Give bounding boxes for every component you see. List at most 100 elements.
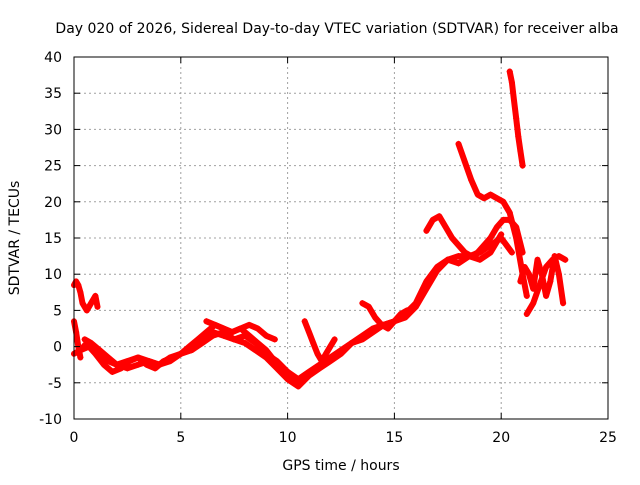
data-point bbox=[338, 347, 344, 354]
data-point bbox=[169, 354, 176, 361]
y-tick-label: 15 bbox=[44, 231, 62, 247]
data-point bbox=[560, 300, 567, 307]
data-point bbox=[372, 314, 379, 321]
data-point bbox=[254, 325, 261, 332]
data-point bbox=[455, 253, 462, 260]
data-point bbox=[500, 216, 507, 223]
data-point bbox=[543, 292, 550, 299]
data-point bbox=[105, 354, 112, 361]
data-point bbox=[481, 242, 488, 249]
data-point bbox=[359, 300, 366, 307]
data-point bbox=[117, 365, 124, 372]
data-point bbox=[530, 300, 537, 307]
data-point bbox=[500, 198, 507, 205]
data-point bbox=[404, 307, 411, 314]
data-point bbox=[331, 336, 338, 343]
y-tick-label: 5 bbox=[53, 303, 62, 319]
data-point bbox=[186, 343, 193, 350]
data-point bbox=[263, 347, 270, 354]
data-point bbox=[88, 300, 95, 307]
data-point bbox=[231, 336, 238, 343]
data-point bbox=[506, 209, 513, 216]
data-point bbox=[487, 191, 494, 198]
data-point bbox=[160, 358, 167, 365]
data-point bbox=[83, 307, 90, 314]
series-arc-9 bbox=[301, 318, 338, 365]
data-point bbox=[523, 292, 530, 299]
data-point bbox=[543, 263, 550, 270]
data-point bbox=[305, 368, 312, 375]
data-point bbox=[323, 350, 330, 357]
data-point bbox=[252, 347, 259, 354]
data-point bbox=[284, 376, 291, 383]
series-arc-13 bbox=[71, 318, 84, 361]
data-point bbox=[263, 332, 270, 339]
data-point bbox=[77, 289, 84, 296]
data-point bbox=[423, 285, 430, 292]
data-point bbox=[397, 311, 404, 318]
data-point bbox=[100, 361, 107, 368]
data-point bbox=[513, 115, 520, 122]
data-point bbox=[301, 318, 308, 325]
data-point bbox=[220, 332, 227, 339]
data-point bbox=[549, 256, 556, 263]
data-point bbox=[92, 350, 99, 357]
data-point bbox=[468, 177, 475, 184]
data-point bbox=[109, 368, 116, 375]
data-point bbox=[365, 303, 372, 310]
data-point bbox=[135, 354, 142, 361]
data-point bbox=[517, 148, 524, 155]
data-point bbox=[412, 303, 419, 310]
data-point bbox=[444, 256, 451, 263]
data-point bbox=[525, 271, 532, 278]
data-point bbox=[474, 249, 481, 256]
series-trace bbox=[301, 318, 338, 365]
y-tick-label: -5 bbox=[48, 376, 62, 392]
grid bbox=[74, 57, 608, 419]
data-point bbox=[305, 329, 312, 336]
x-tick-label: 0 bbox=[70, 430, 79, 446]
series-arc-5 bbox=[423, 213, 526, 260]
data-point bbox=[271, 358, 278, 365]
data-point bbox=[211, 321, 218, 328]
data-point bbox=[511, 97, 518, 104]
data-point bbox=[402, 314, 409, 321]
data-point bbox=[487, 249, 494, 256]
data-point bbox=[310, 339, 317, 346]
data-point bbox=[513, 235, 520, 241]
x-tick-label: 20 bbox=[492, 430, 510, 446]
series-trace bbox=[359, 300, 411, 332]
data-point bbox=[94, 303, 101, 310]
data-point bbox=[455, 260, 462, 267]
data-point bbox=[96, 347, 103, 354]
data-point bbox=[523, 311, 530, 318]
data-point bbox=[77, 354, 84, 361]
data-point bbox=[555, 271, 562, 278]
series-arc-4 bbox=[203, 318, 278, 343]
data-point bbox=[92, 292, 99, 299]
data-point bbox=[423, 227, 430, 234]
data-point bbox=[152, 365, 159, 372]
data-point bbox=[455, 242, 462, 249]
series-arc-10 bbox=[359, 300, 411, 332]
x-tick-label: 15 bbox=[385, 430, 403, 446]
data-point bbox=[113, 361, 120, 368]
data-point bbox=[461, 249, 468, 256]
data-point bbox=[241, 339, 248, 346]
data-point bbox=[370, 329, 377, 336]
data-point bbox=[297, 379, 304, 386]
series-trace bbox=[423, 213, 526, 260]
data-point bbox=[434, 267, 441, 274]
data-point bbox=[534, 256, 541, 263]
data-point bbox=[461, 158, 468, 165]
series-arc-6 bbox=[455, 140, 530, 299]
data-point bbox=[143, 361, 150, 368]
x-axis-label: GPS time / hours bbox=[282, 458, 399, 474]
data-point bbox=[555, 253, 562, 260]
series-trace bbox=[71, 318, 84, 361]
data-point bbox=[436, 213, 443, 220]
y-tick-label: -10 bbox=[39, 412, 62, 428]
y-tick-label: 10 bbox=[44, 267, 62, 283]
y-tick-label: 35 bbox=[44, 86, 62, 102]
data-point bbox=[493, 195, 500, 202]
